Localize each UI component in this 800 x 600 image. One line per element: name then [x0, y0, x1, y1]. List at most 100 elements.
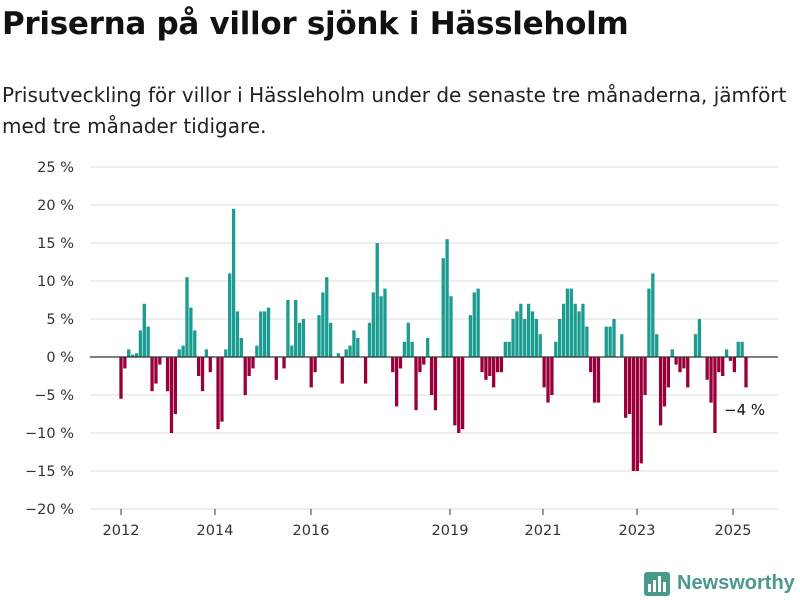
bar — [352, 330, 356, 357]
bar — [589, 357, 593, 373]
bar — [658, 357, 663, 426]
bar — [290, 345, 294, 357]
bar — [216, 357, 220, 430]
bar — [193, 330, 197, 357]
bar — [445, 239, 449, 357]
newsworthy-logo-icon — [644, 572, 670, 596]
bar — [476, 288, 480, 357]
bar — [321, 292, 325, 357]
bar — [301, 319, 306, 357]
bar — [639, 357, 643, 464]
bar — [585, 326, 589, 357]
bar — [655, 334, 659, 357]
bar — [561, 303, 566, 357]
bar — [546, 357, 550, 403]
bar — [383, 288, 387, 357]
bar — [123, 357, 127, 369]
bar — [662, 357, 667, 407]
bar — [550, 357, 554, 395]
bar — [515, 311, 519, 357]
bar — [728, 357, 733, 361]
bar — [682, 357, 686, 369]
bar — [713, 357, 717, 433]
bar — [158, 357, 162, 365]
bar — [472, 292, 476, 357]
bar — [457, 357, 461, 433]
y-tick-label: 5 % — [46, 312, 74, 328]
bar — [154, 357, 158, 384]
bar — [243, 357, 247, 395]
bar — [371, 292, 375, 357]
bar — [558, 319, 562, 357]
bar — [220, 357, 224, 422]
y-tick-label: −10 % — [25, 426, 74, 442]
bar — [468, 315, 473, 357]
bar — [348, 345, 352, 357]
x-tick-label: 2025 — [715, 523, 752, 539]
bar — [678, 357, 682, 373]
bar — [709, 357, 713, 403]
bar — [200, 357, 205, 392]
y-tick-label: −5 % — [34, 388, 74, 404]
bar — [717, 357, 721, 373]
bar — [429, 357, 434, 395]
chart-subtitle: Prisutveckling för villor i Hässleholm u… — [2, 83, 787, 138]
bar — [724, 349, 729, 357]
bar — [363, 357, 368, 384]
bar — [624, 357, 628, 418]
bar — [356, 338, 360, 357]
bar — [573, 303, 577, 357]
bar — [127, 349, 131, 357]
bar-chart: 25 % 20 % 15 % 10 % 5 % 0 % −5 % −10 % −15 % −20 … — [25, 160, 778, 539]
bar — [185, 277, 189, 357]
bar — [581, 303, 585, 357]
bar — [169, 357, 174, 433]
bar — [173, 357, 177, 414]
bar — [165, 357, 170, 392]
bar — [542, 357, 546, 388]
chart-title: Priserna på villor sjönk i Hässleholm — [2, 6, 629, 42]
bar — [538, 334, 542, 357]
bar — [503, 341, 507, 357]
bar — [526, 303, 531, 357]
bar — [313, 357, 317, 373]
bar — [627, 357, 632, 414]
x-tick-label: 2014 — [197, 523, 234, 539]
bar — [259, 311, 263, 357]
bar — [488, 357, 492, 376]
bar — [596, 357, 601, 403]
bar — [189, 307, 193, 357]
brand-logo: Newsworthy — [644, 570, 795, 596]
bar — [181, 345, 185, 357]
y-tick-label: −20 % — [25, 502, 74, 518]
bar — [744, 357, 748, 388]
bar — [647, 288, 651, 357]
bar — [402, 341, 407, 357]
bar — [418, 357, 422, 373]
x-tick-label: 2023 — [619, 523, 656, 539]
bar — [309, 357, 313, 388]
bar — [534, 319, 539, 357]
bar — [592, 357, 597, 403]
bar — [484, 357, 488, 380]
bar — [131, 354, 135, 357]
y-tick-label: −15 % — [25, 464, 74, 480]
bar — [604, 326, 608, 357]
bar — [643, 357, 647, 395]
bar — [705, 357, 709, 380]
bar — [204, 349, 209, 357]
bar — [328, 322, 333, 357]
bar — [495, 357, 500, 373]
bar — [119, 357, 123, 399]
bar — [325, 277, 329, 357]
bar — [196, 357, 201, 376]
bar — [480, 357, 484, 373]
bar — [282, 357, 286, 369]
bar — [391, 357, 395, 373]
bar — [224, 349, 228, 357]
bar — [375, 243, 379, 357]
bar — [635, 357, 639, 471]
bar — [340, 357, 344, 384]
bar — [394, 357, 399, 407]
bar — [523, 319, 527, 357]
